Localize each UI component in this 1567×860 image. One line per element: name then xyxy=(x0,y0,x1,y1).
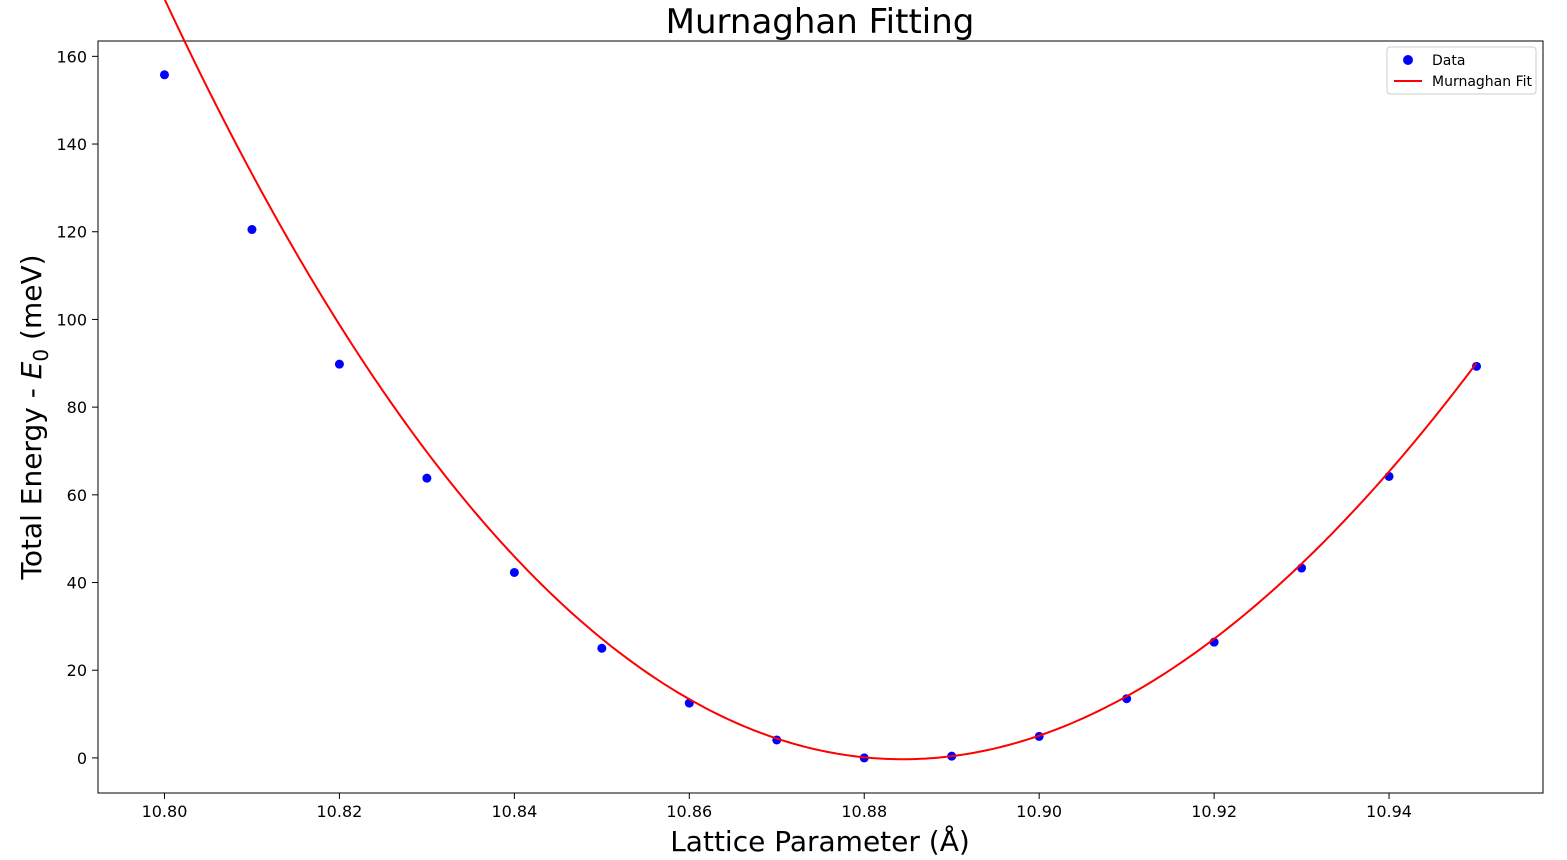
x-tick-label: 10.94 xyxy=(1366,802,1412,821)
x-tick-label: 10.82 xyxy=(317,802,363,821)
data-point xyxy=(509,567,519,577)
x-tick-label: 10.92 xyxy=(1191,802,1237,821)
y-tick-label: 100 xyxy=(56,310,87,329)
y-tick-label: 160 xyxy=(56,47,87,66)
y-axis-label-suffix: (meV) xyxy=(15,254,48,348)
x-axis-label: Lattice Parameter (Å) xyxy=(670,824,970,858)
y-axis-label-prefix: Total Energy - xyxy=(15,379,48,580)
legend-marker-data xyxy=(1403,55,1413,65)
x-tick-label: 10.88 xyxy=(841,802,887,821)
legend-frame xyxy=(1386,46,1537,95)
y-tick-label: 80 xyxy=(67,398,87,417)
data-point xyxy=(247,225,257,235)
data-point xyxy=(159,70,169,80)
fit-curve xyxy=(163,0,1478,761)
chart-title: Murnaghan Fitting xyxy=(666,2,975,42)
x-axis: 10.80 10.82 10.84 10.86 10.88 10.90 10.92 10.94 xyxy=(142,793,1412,821)
x-tick-label: 10.84 xyxy=(491,802,537,821)
y-tick-label: 120 xyxy=(56,223,87,242)
y-tick-label: 20 xyxy=(67,661,87,680)
y-axis-label: Total Energy - E0 (meV) xyxy=(15,254,53,580)
y-tick-label: 0 xyxy=(77,749,87,768)
series-layer xyxy=(159,0,1482,763)
x-tick-label: 10.80 xyxy=(142,802,188,821)
legend: Data Murnaghan Fit xyxy=(1386,46,1537,95)
y-axis: 0 20 40 60 80 100 120 140 160 xyxy=(56,47,98,768)
y-tick-label: 60 xyxy=(67,486,87,505)
y-axis-label-subscript: 0 xyxy=(29,349,53,362)
y-axis-label-symbol: E xyxy=(15,361,48,379)
x-tick-label: 10.86 xyxy=(666,802,712,821)
y-tick-label: 40 xyxy=(67,574,87,593)
data-point xyxy=(1472,361,1482,371)
x-tick-label: 10.90 xyxy=(1016,802,1062,821)
legend-label-data: Data xyxy=(1432,53,1465,69)
legend-label-fit: Murnaghan Fit xyxy=(1432,74,1533,90)
data-point xyxy=(334,359,344,369)
plot-area-frame xyxy=(97,40,1544,794)
data-point xyxy=(597,643,607,653)
y-tick-label: 140 xyxy=(56,135,87,154)
data-point xyxy=(422,473,432,483)
